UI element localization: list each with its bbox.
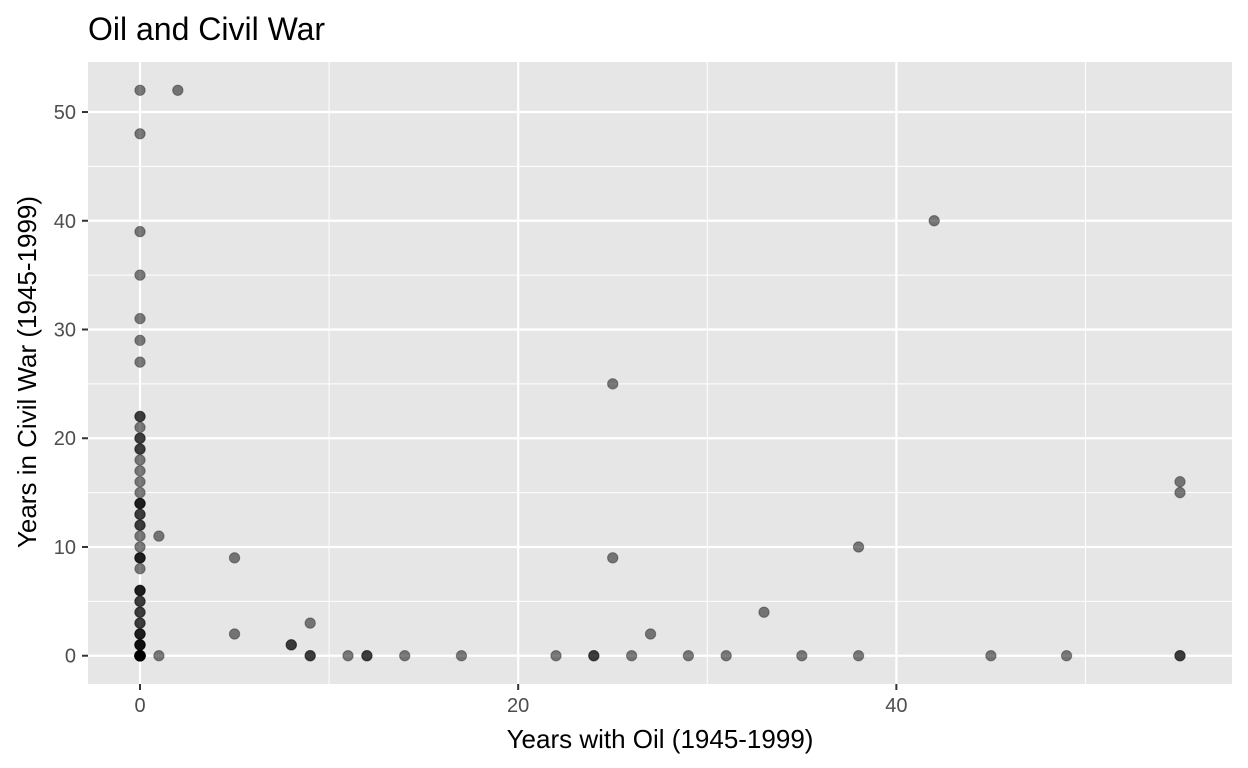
data-point [134,312,146,325]
data-point [134,552,146,564]
y-axis: 0 10 20 30 40 50 [54,102,88,668]
data-point [399,650,411,662]
data-point [134,84,146,96]
data-point [134,128,146,140]
data-point [134,606,146,618]
data-point [758,606,770,618]
data-point [134,356,146,368]
y-tick-label: 20 [54,428,76,450]
data-point [134,563,146,575]
y-tick-label: 0 [65,646,76,668]
data-point [796,650,808,662]
data-points [134,84,1186,662]
data-point [550,650,562,662]
data-point [134,334,146,347]
y-tick-label: 50 [54,102,76,124]
data-point [172,84,184,96]
data-point [720,650,732,662]
data-point [985,650,997,662]
y-tick-label: 30 [54,320,76,342]
data-point [1174,476,1186,488]
data-point [134,225,146,238]
data-point [153,650,165,662]
data-point [134,541,146,553]
data-point [361,650,373,662]
data-point [928,215,940,227]
data-point [134,497,146,510]
data-point [134,410,146,423]
data-point [134,454,146,466]
data-point [153,530,165,542]
data-point [134,595,146,608]
data-point [285,639,297,651]
data-point [134,476,146,488]
data-point [852,541,865,553]
plot-panel [88,62,1232,684]
data-point [134,617,146,629]
data-point [134,584,146,597]
data-point [228,628,241,640]
data-point [342,650,354,662]
data-point [134,269,146,281]
data-point [134,628,146,640]
data-point [228,552,241,564]
data-point [134,508,146,521]
minor-grid [88,62,1232,684]
data-point [1174,650,1186,662]
data-point [134,486,146,499]
data-point [1060,650,1073,662]
data-point [588,650,600,662]
data-point [134,465,146,477]
data-point [1174,486,1186,499]
data-point [134,432,146,444]
data-point [134,650,146,662]
data-point [607,378,619,390]
chart-title: Oil and Civil War [88,11,325,47]
data-point [134,530,146,542]
x-axis: 0 20 40 [134,684,907,717]
data-point [455,650,468,662]
x-axis-title: Years with Oil (1945-1999) [507,724,814,754]
y-tick-label: 40 [54,211,76,233]
data-point [134,443,146,455]
y-axis-title: Years in Civil War (1945-1999) [12,196,42,548]
y-tick-label: 10 [54,537,76,559]
data-point [304,617,316,629]
x-tick-label: 0 [134,695,145,717]
major-grid [88,62,1232,684]
data-point [682,650,695,662]
data-point [134,639,146,651]
data-point [304,650,316,662]
data-point [134,421,146,434]
data-point [644,628,657,640]
data-point [852,650,865,662]
data-point [607,552,619,564]
x-tick-label: 40 [885,695,907,717]
data-point [625,650,638,662]
x-tick-label: 20 [507,695,529,717]
data-point [134,519,146,531]
